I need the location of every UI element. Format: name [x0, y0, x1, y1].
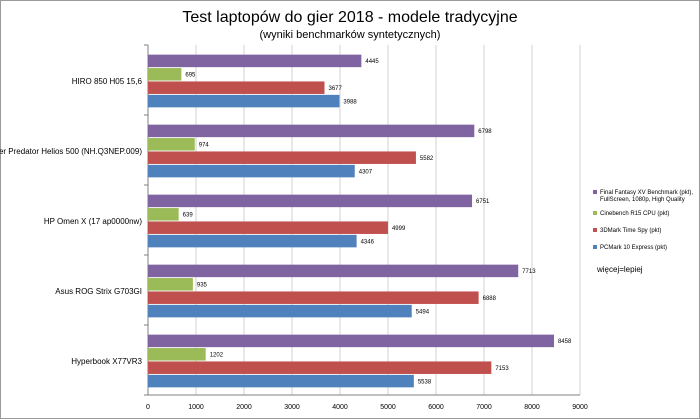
data-label: 695 [185, 73, 196, 79]
data-label: 5538 [418, 379, 432, 385]
bar [148, 208, 179, 221]
x-tick-label: 8000 [524, 404, 540, 411]
data-label: 935 [197, 283, 208, 289]
data-label: 639 [183, 213, 194, 219]
data-label: 7713 [522, 269, 536, 275]
bar [148, 348, 206, 361]
x-tick-label: 3000 [284, 404, 300, 411]
data-label: 7153 [495, 366, 509, 372]
legend-label: PCMark 10 Express (pkt) [600, 245, 667, 251]
bar [148, 374, 414, 388]
data-label: 3988 [343, 99, 357, 105]
category-label: Hyperbook X77VR3 [71, 357, 142, 366]
data-label: 8458 [558, 339, 572, 345]
bar [148, 334, 554, 348]
legend-label: Cinebench R15 CPU (pkt) [600, 211, 669, 217]
data-label: 4346 [361, 239, 375, 245]
x-tick-label: 9000 [572, 404, 588, 411]
x-tick-label: 6000 [428, 404, 444, 411]
bar [148, 54, 362, 68]
bar [148, 151, 416, 164]
bar [148, 291, 479, 304]
legend-swatch [593, 228, 597, 232]
bar [148, 138, 195, 151]
legend-swatch [593, 245, 597, 249]
bar [148, 68, 182, 81]
legend-swatch [593, 190, 597, 194]
bar [148, 361, 492, 374]
bar [148, 164, 355, 178]
data-label: 6888 [483, 296, 497, 302]
category-label: Asus ROG Strix G703GI [55, 287, 142, 296]
chart-title: Test laptopów do gier 2018 - modele trad… [182, 9, 518, 26]
x-tick-label: 4000 [332, 404, 348, 411]
data-label: 1202 [210, 353, 224, 359]
category-label: HP Omen X (17 ap0000nw) [44, 217, 142, 226]
data-label: 6751 [476, 199, 490, 205]
data-label: 3677 [328, 86, 342, 92]
bar [148, 278, 193, 291]
data-label: 974 [199, 143, 210, 149]
bar [148, 81, 325, 94]
chart-subtitle: (wyniki benchmarków syntetycznych) [259, 29, 441, 41]
data-label: 4307 [359, 169, 373, 175]
category-label: Acer Predator Helios 500 (NH.Q3NEP.009) [0, 147, 142, 156]
data-label: 4999 [392, 226, 406, 232]
category-label: HIRO 850 H05 15,6 [72, 77, 143, 86]
data-label: 5494 [416, 309, 430, 315]
bar [148, 124, 475, 138]
legend-label: Final Fantasy XV Benchmark (pkt), FullScr… [600, 190, 693, 203]
bar [148, 221, 388, 234]
legend-label: 3DMark Time Spy (pkt) [600, 228, 661, 234]
bar [148, 264, 519, 278]
note-text: więcej=lepiej [597, 265, 643, 274]
bar [148, 194, 473, 208]
x-tick-label: 7000 [476, 404, 492, 411]
x-tick-label: 0 [146, 404, 150, 411]
x-tick-label: 5000 [380, 404, 396, 411]
x-tick-label: 2000 [236, 404, 252, 411]
x-tick-label: 1000 [188, 404, 204, 411]
bar [148, 304, 412, 318]
legend-swatch [593, 211, 597, 215]
bar [148, 94, 340, 108]
data-label: 5582 [420, 156, 434, 162]
data-label: 4445 [365, 59, 379, 65]
data-label: 6798 [478, 129, 492, 135]
bar [148, 234, 357, 248]
